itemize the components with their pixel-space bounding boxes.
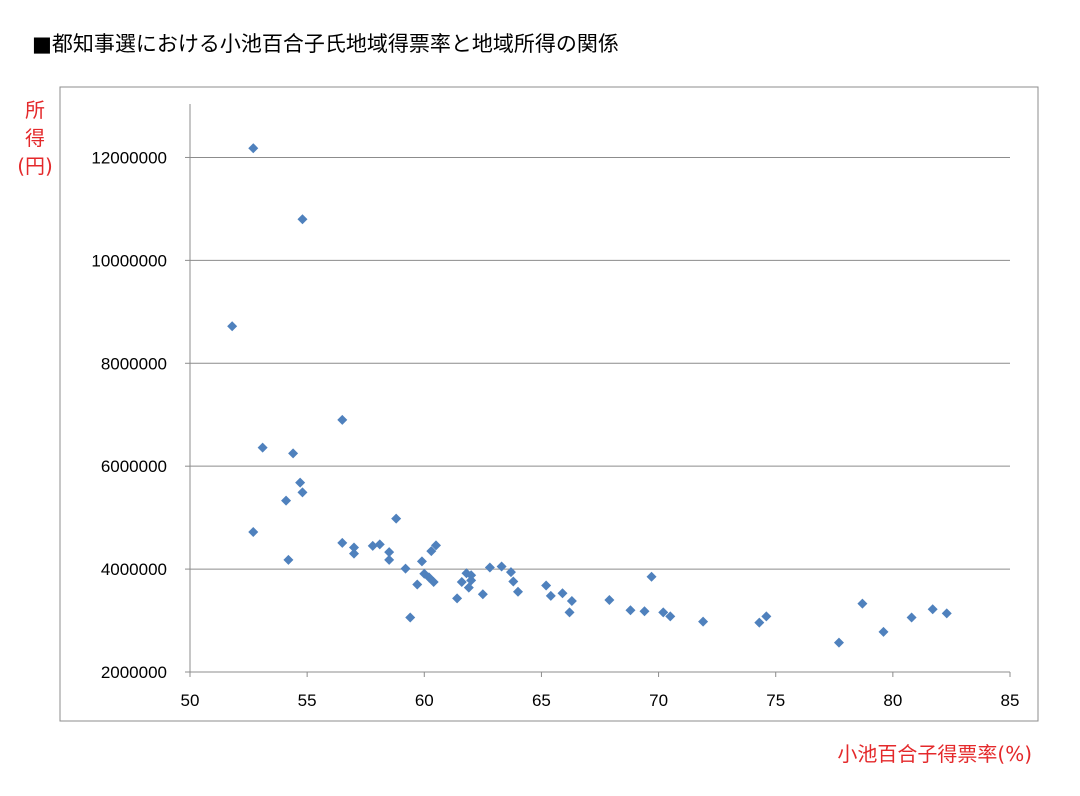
x-tick-label: 65	[532, 691, 551, 710]
data-point	[297, 487, 308, 498]
data-point	[564, 607, 575, 618]
data-point	[604, 594, 615, 605]
data-point	[754, 617, 765, 628]
data-point	[428, 576, 439, 587]
y-tick-label: 10000000	[91, 251, 167, 270]
data-point	[349, 548, 359, 559]
data-point	[295, 477, 306, 488]
x-tick-label: 80	[883, 691, 902, 710]
x-axis-label: 小池百合子得票率(%)	[837, 742, 1032, 766]
data-point	[639, 606, 650, 617]
data-point	[349, 542, 359, 553]
data-point	[248, 143, 259, 154]
data-point	[367, 540, 378, 551]
data-point	[384, 547, 395, 558]
data-point	[456, 576, 467, 587]
data-point	[505, 567, 516, 578]
data-point	[646, 571, 657, 582]
y-tick-label: 2000000	[101, 663, 167, 682]
x-tick-labels: 50 55 60 65 70 75 80 85	[181, 691, 1020, 710]
data-point	[431, 540, 441, 551]
data-points	[227, 143, 952, 648]
x-tick-label: 75	[766, 691, 785, 710]
data-point	[337, 414, 348, 425]
data-point	[857, 598, 868, 609]
data-point	[337, 537, 348, 548]
gridlines	[190, 156, 1010, 570]
x-tick-label: 70	[649, 691, 668, 710]
chart-border	[59, 86, 1039, 722]
data-point	[227, 321, 238, 332]
data-point	[878, 626, 889, 637]
data-point	[426, 546, 437, 557]
data-point	[466, 575, 477, 586]
x-tick-label: 50	[181, 691, 200, 710]
data-point	[508, 576, 519, 587]
y-tick-labels: 2000000 4000000 6000000 8000000 10000000 1200…	[91, 148, 167, 682]
data-point	[557, 588, 568, 599]
x-tick-label: 55	[298, 691, 317, 710]
y-axis-label-line-1: 所	[25, 98, 45, 122]
y-axis-label-line-3: (円)	[17, 154, 53, 178]
x-tick-label: 60	[415, 691, 434, 710]
data-point	[496, 561, 507, 572]
data-point	[297, 214, 308, 225]
data-point	[698, 616, 709, 627]
data-point	[288, 448, 299, 459]
y-tick-label: 6000000	[101, 457, 167, 476]
y-tick-label: 8000000	[101, 354, 167, 373]
data-point	[283, 554, 294, 565]
data-point	[384, 554, 395, 565]
data-point	[416, 556, 427, 567]
axes	[185, 104, 1011, 677]
data-point	[484, 562, 495, 573]
data-point	[566, 595, 577, 606]
x-tick-label: 85	[1001, 691, 1020, 710]
y-axis-label: 所 得 (円)	[10, 96, 60, 180]
data-point	[658, 607, 669, 618]
data-point	[257, 442, 268, 453]
data-point	[405, 612, 416, 623]
data-point	[391, 513, 402, 524]
data-point	[412, 579, 423, 590]
data-point	[452, 593, 463, 604]
data-point	[248, 527, 259, 538]
data-point	[927, 604, 938, 615]
data-point	[941, 608, 952, 619]
chart-title: ■都知事選における小池百合子氏地域得票率と地域所得の関係	[32, 32, 619, 56]
data-point	[541, 580, 552, 591]
data-point	[833, 637, 844, 648]
data-point	[665, 611, 676, 622]
data-point	[761, 611, 772, 622]
data-point	[906, 612, 917, 623]
y-tick-label: 12000000	[91, 148, 167, 167]
data-point	[625, 605, 636, 616]
y-axis-label-line-2: 得	[25, 126, 45, 150]
data-point	[477, 589, 488, 600]
data-point	[513, 586, 523, 597]
data-point	[374, 539, 385, 550]
data-point	[466, 570, 477, 581]
data-point	[281, 495, 292, 506]
data-point	[545, 590, 556, 601]
y-tick-label: 4000000	[101, 560, 167, 579]
data-point	[400, 563, 411, 574]
